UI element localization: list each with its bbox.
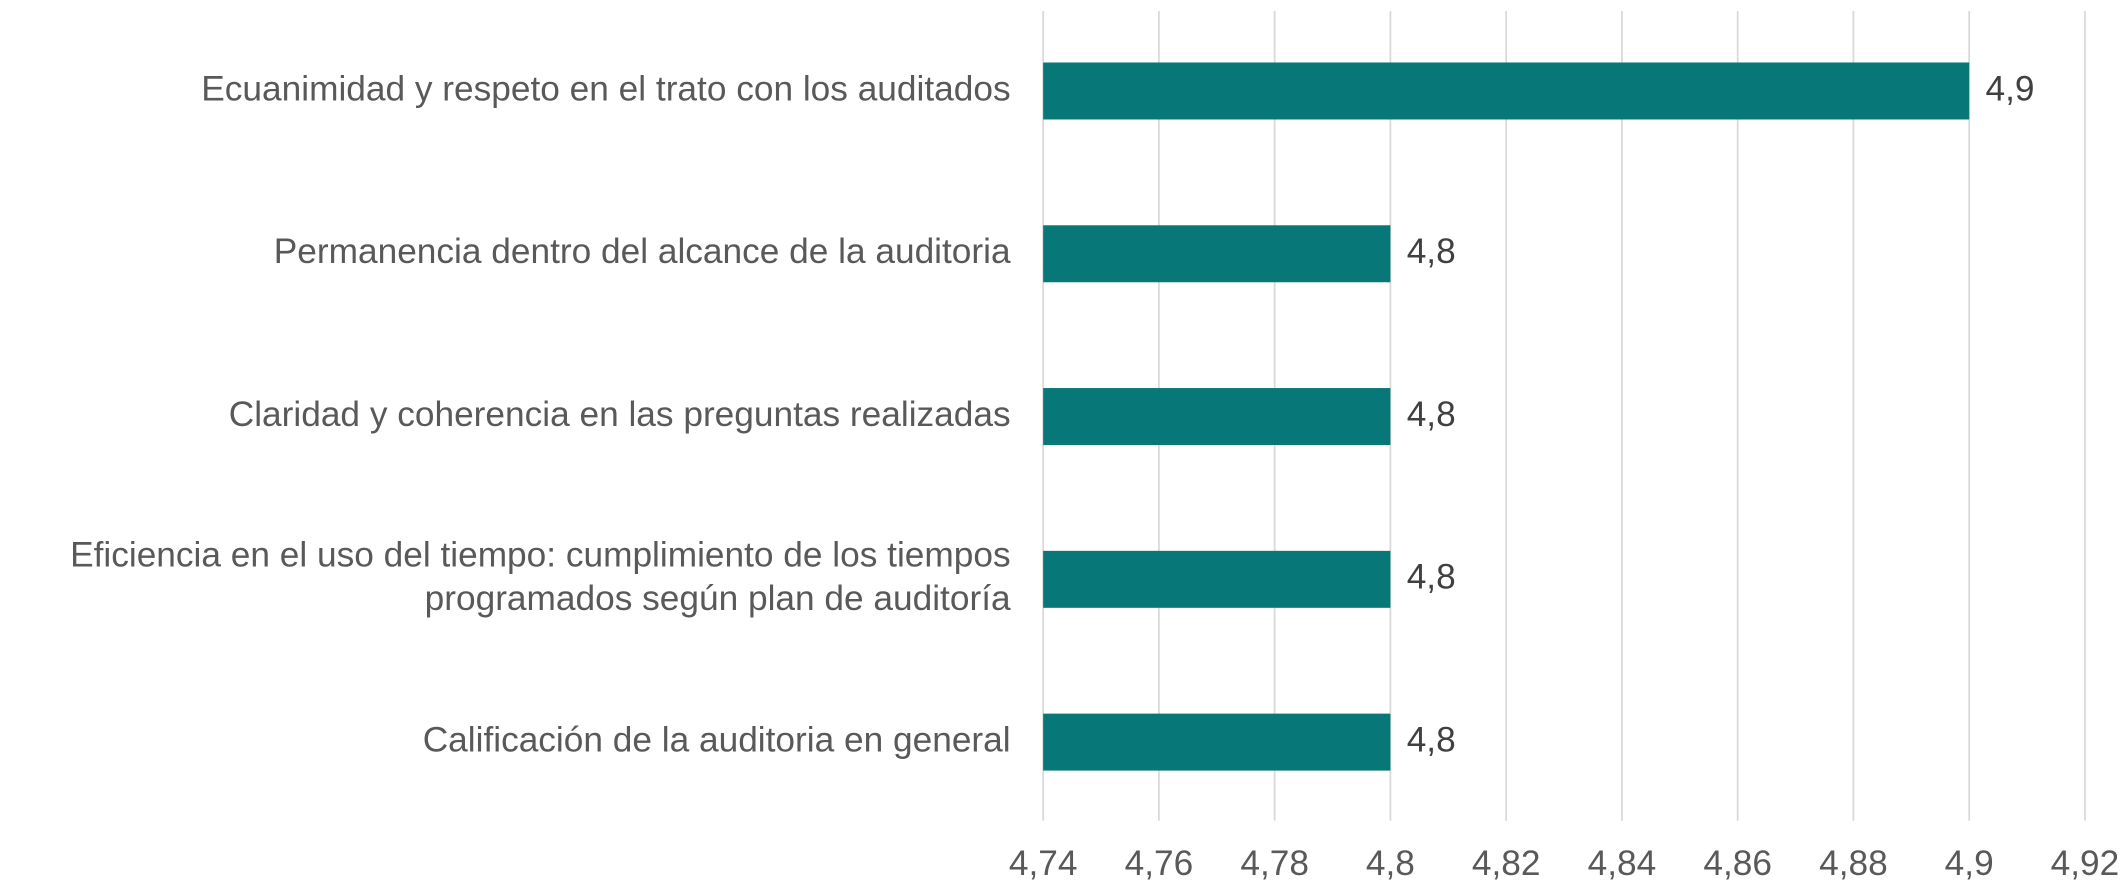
- x-tick-label: 4,78: [1240, 844, 1309, 883]
- y-tick-label: Calificación de la auditoria en general: [423, 720, 1011, 759]
- x-tick-label: 4,76: [1125, 844, 1194, 883]
- bar: [1043, 388, 1391, 446]
- y-tick-label: Eficiencia en el uso del tiempo: cumplim…: [70, 536, 1011, 618]
- y-tick-label: Ecuanimidad y respeto en el trato con lo…: [201, 69, 1010, 108]
- x-tick-label: 4,92: [2051, 844, 2120, 883]
- x-tick-label: 4,84: [1588, 844, 1657, 883]
- x-tick-label: 4,88: [1819, 844, 1888, 883]
- bar: [1043, 713, 1391, 771]
- data-label: 4,9: [1985, 69, 2034, 108]
- bar: [1043, 225, 1391, 283]
- y-tick-label: Permanencia dentro del alcance de la aud…: [274, 232, 1011, 271]
- bar: [1043, 550, 1391, 608]
- x-tick-label: 4,8: [1366, 844, 1415, 883]
- x-tick-label: 4,86: [1703, 844, 1772, 883]
- data-label: 4,8: [1407, 395, 1456, 434]
- data-label: 4,8: [1407, 232, 1456, 271]
- data-label: 4,8: [1407, 558, 1456, 597]
- y-tick-label: Claridad y coherencia en las preguntas r…: [229, 395, 1011, 434]
- data-label: 4,8: [1407, 720, 1456, 759]
- bar: [1043, 62, 1970, 120]
- x-tick-label: 4,9: [1945, 844, 1994, 883]
- x-tick-label: 4,74: [1009, 844, 1078, 883]
- x-tick-label: 4,82: [1472, 844, 1541, 883]
